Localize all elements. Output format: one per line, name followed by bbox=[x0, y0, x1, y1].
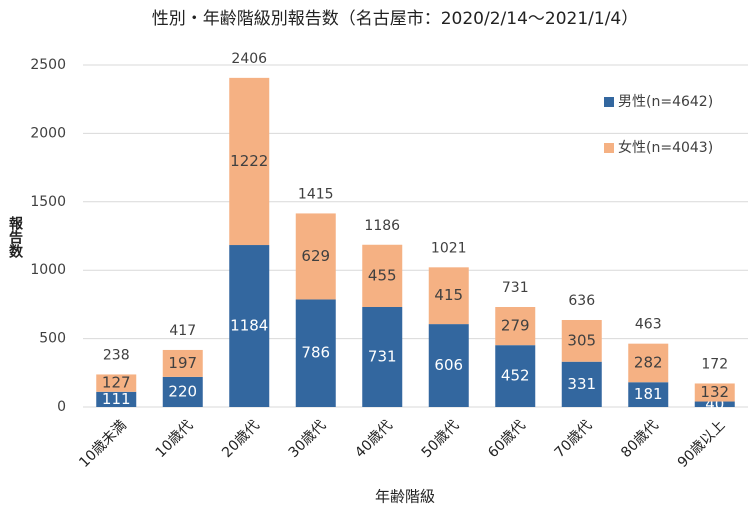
data-label: 331 bbox=[567, 375, 596, 393]
y-tick-label: 2500 bbox=[30, 57, 66, 73]
bar-segment bbox=[96, 374, 137, 392]
bar-segment bbox=[561, 319, 602, 362]
data-label: 279 bbox=[501, 317, 530, 335]
x-tick-label: 10歳代 bbox=[153, 417, 197, 461]
x-tick-label: 90歳以上 bbox=[675, 417, 729, 471]
x-tick-label: 40歳代 bbox=[352, 417, 396, 461]
x-tick-label: 20歳代 bbox=[219, 417, 263, 461]
legend-label: 女性(n=4043) bbox=[618, 139, 713, 156]
total-label: 1415 bbox=[298, 186, 334, 202]
data-label: 282 bbox=[634, 353, 663, 371]
legend-swatch bbox=[604, 97, 614, 107]
total-label: 463 bbox=[635, 317, 662, 333]
total-label: 1186 bbox=[364, 218, 400, 234]
bar-segment bbox=[694, 401, 735, 407]
data-label: 132 bbox=[700, 383, 729, 401]
data-label: 305 bbox=[567, 331, 596, 349]
x-tick-label: 30歳代 bbox=[286, 417, 330, 461]
y-tick-label: 1500 bbox=[30, 194, 66, 210]
x-axis-label: 年齢階級 bbox=[375, 488, 435, 506]
data-label: 127 bbox=[102, 374, 131, 392]
data-label: 197 bbox=[168, 354, 197, 372]
y-tick-label: 1000 bbox=[30, 262, 66, 278]
total-label: 238 bbox=[103, 347, 130, 363]
y-axis-label: 報告数 bbox=[7, 215, 23, 259]
legend-swatch bbox=[604, 143, 614, 153]
data-label: 220 bbox=[168, 382, 197, 400]
bar-segment bbox=[96, 391, 137, 407]
chart-title: 性別・年齢階級別報告数（名古屋市：2020/2/14～2021/1/4） bbox=[152, 9, 639, 29]
data-label: 452 bbox=[501, 367, 530, 385]
y-tick-label: 0 bbox=[57, 399, 66, 415]
data-label: 786 bbox=[301, 344, 330, 362]
bar-segment bbox=[362, 244, 403, 307]
data-label: 1222 bbox=[230, 152, 268, 170]
x-tick-label: 50歳代 bbox=[419, 417, 463, 461]
bar-segment bbox=[561, 361, 602, 407]
bar-segment bbox=[628, 382, 669, 407]
total-label: 1021 bbox=[431, 240, 467, 256]
total-label: 731 bbox=[502, 280, 529, 296]
bar-segment bbox=[495, 345, 536, 407]
x-tick-label: 80歳代 bbox=[618, 417, 662, 461]
data-label: 1184 bbox=[230, 317, 268, 335]
data-label: 629 bbox=[301, 247, 330, 265]
total-label: 417 bbox=[169, 323, 196, 339]
bar-segment bbox=[428, 324, 469, 407]
bar-segment bbox=[162, 376, 203, 407]
total-label: 2406 bbox=[231, 51, 267, 67]
x-tick-label: 10歳未満 bbox=[76, 417, 130, 471]
x-tick-label: 70歳代 bbox=[552, 417, 596, 461]
total-label: 172 bbox=[701, 356, 728, 372]
x-tick-label: 60歳代 bbox=[485, 417, 529, 461]
data-label: 731 bbox=[368, 347, 397, 365]
bar-segment bbox=[229, 77, 270, 246]
data-label: 415 bbox=[434, 286, 463, 304]
data-label: 111 bbox=[102, 390, 131, 408]
bar-segment bbox=[628, 343, 669, 383]
legend-label: 男性(n=4642) bbox=[618, 94, 713, 110]
y-tick-label: 2000 bbox=[30, 125, 66, 141]
bar-segment bbox=[295, 299, 336, 407]
bar-segment bbox=[362, 306, 403, 407]
total-label: 636 bbox=[568, 293, 595, 309]
bar-segment bbox=[162, 349, 203, 377]
data-label: 455 bbox=[368, 266, 397, 284]
data-label: 181 bbox=[634, 385, 663, 403]
bar-segment bbox=[229, 245, 270, 407]
bar-segment bbox=[495, 306, 536, 346]
bar-segment bbox=[295, 213, 336, 300]
data-label: 606 bbox=[434, 356, 463, 374]
y-tick-label: 500 bbox=[39, 331, 66, 347]
bar-segment bbox=[428, 267, 469, 325]
bar-segment bbox=[694, 383, 735, 402]
